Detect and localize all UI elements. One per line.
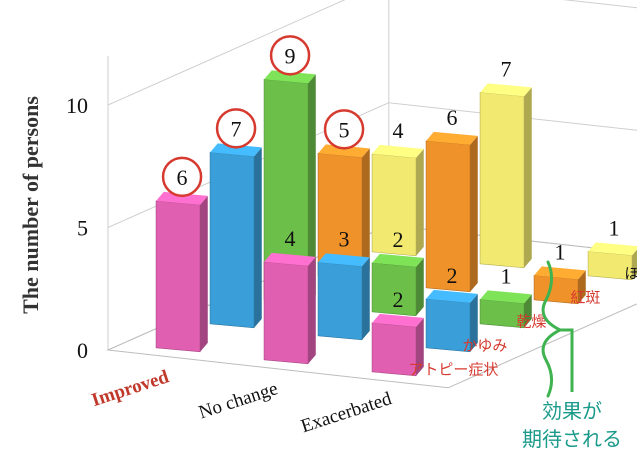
bar-side xyxy=(632,249,637,280)
bar-top xyxy=(318,144,370,158)
bar-side xyxy=(470,293,478,352)
bar-top xyxy=(372,144,424,158)
bar xyxy=(587,242,637,281)
value-label: 1 xyxy=(609,215,620,240)
bracket-arm xyxy=(560,328,574,392)
bar xyxy=(263,252,316,365)
bar-side xyxy=(416,317,424,376)
bar-top xyxy=(372,313,424,327)
bar-top xyxy=(372,253,424,267)
bar-top xyxy=(426,131,478,145)
bar-side xyxy=(308,256,316,364)
value-circle xyxy=(269,35,311,76)
bar-side xyxy=(416,257,424,316)
series-label: 紅斑 xyxy=(570,289,600,307)
bar xyxy=(263,70,316,305)
bar-top xyxy=(264,252,316,266)
bar xyxy=(371,313,424,377)
bar-side xyxy=(254,147,262,328)
bar-top xyxy=(480,290,532,304)
bar xyxy=(317,144,370,281)
series-label: 乾燥 xyxy=(516,313,546,331)
bar-side xyxy=(416,148,424,256)
bar-side xyxy=(524,87,532,268)
bar-top xyxy=(318,253,370,267)
value-label: 7 xyxy=(501,56,512,81)
y-axis: The number of persons xyxy=(18,96,43,314)
bar-front xyxy=(317,262,363,341)
bar-top xyxy=(210,143,262,157)
value-label: 2 xyxy=(393,227,404,252)
series-label: アトピー症状 xyxy=(408,361,498,379)
bars-group xyxy=(155,70,637,377)
bar-top xyxy=(534,266,586,280)
value-label: 1 xyxy=(555,239,566,264)
value-label: 7 xyxy=(231,116,242,141)
category-label: Exacerbated xyxy=(298,388,394,437)
bar-front xyxy=(479,92,525,269)
bar-side xyxy=(524,294,532,328)
value-label: 1 xyxy=(501,263,512,288)
gridline xyxy=(107,0,637,106)
value-label: 9 xyxy=(285,43,296,68)
y-tick-label: 5 xyxy=(77,216,88,241)
bar-side xyxy=(362,257,370,340)
bar xyxy=(371,253,424,317)
value-circle xyxy=(161,156,203,198)
value-label: 4 xyxy=(393,118,404,143)
annotation-text: 効果が xyxy=(542,399,602,423)
value-label: 4 xyxy=(285,226,296,251)
bar xyxy=(317,253,370,341)
bar-top xyxy=(156,191,208,205)
bar xyxy=(533,266,586,305)
category-label: Improved xyxy=(89,366,172,411)
bar-top xyxy=(480,83,532,97)
bar-side xyxy=(308,74,316,304)
annotation-text: 期待される xyxy=(522,427,622,451)
bar xyxy=(209,143,262,329)
value-circle xyxy=(323,109,365,150)
bar xyxy=(479,290,532,329)
bar xyxy=(371,144,424,257)
bar-top xyxy=(588,242,637,256)
bar xyxy=(425,131,478,293)
category-label: No change xyxy=(196,378,280,423)
y-tick-label: 10 xyxy=(66,93,88,118)
bar-side xyxy=(200,195,208,352)
bar-top xyxy=(426,289,478,303)
bar-top xyxy=(264,70,316,84)
value-circle xyxy=(215,108,257,149)
bar-front xyxy=(209,152,255,329)
value-label: 5 xyxy=(339,117,350,142)
bar-side xyxy=(362,148,370,280)
bar xyxy=(155,191,208,353)
bar xyxy=(425,289,478,353)
bar xyxy=(479,83,532,269)
y-tick-label: 0 xyxy=(77,338,88,363)
bar-side xyxy=(470,135,478,292)
value-label: 2 xyxy=(447,263,458,288)
bar-front xyxy=(155,200,201,353)
bar-front xyxy=(263,261,309,365)
value-label: 3 xyxy=(339,226,350,251)
value-label: 6 xyxy=(447,105,458,130)
series-label: かゆみ xyxy=(462,337,507,355)
series-label: ほてり xyxy=(624,265,637,283)
value-label: 2 xyxy=(393,287,404,312)
y-axis-label: The number of persons xyxy=(18,96,43,314)
value-label: 6 xyxy=(177,165,188,190)
bar-side xyxy=(578,270,586,304)
